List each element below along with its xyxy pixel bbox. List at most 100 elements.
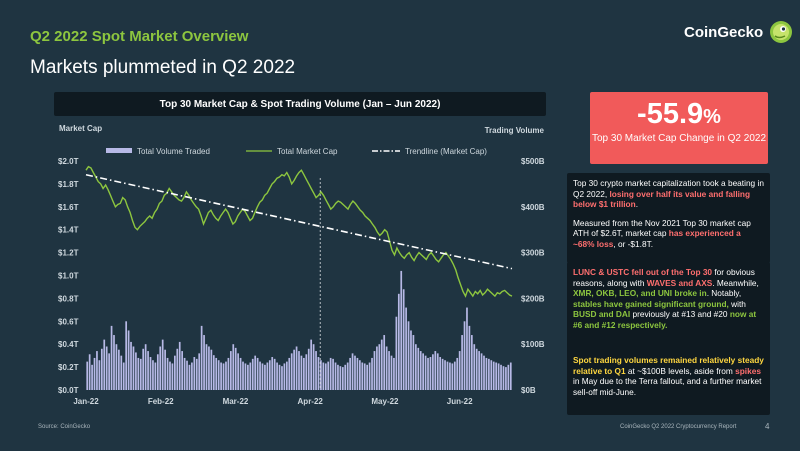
volume-bar xyxy=(337,364,339,390)
volume-bar xyxy=(188,364,191,390)
volume-bar xyxy=(371,357,373,390)
volume-bar xyxy=(193,357,196,390)
volume-bar xyxy=(227,357,230,390)
volume-bar xyxy=(234,347,237,390)
y-right-axis-title: Trading Volume xyxy=(485,126,545,135)
volume-bar xyxy=(488,358,490,390)
volume-bar xyxy=(378,344,381,390)
y-left-tick-label: $0.6T xyxy=(58,317,79,326)
y-left-tick-label: $1.8T xyxy=(58,180,79,189)
market-cap-change-value: -55.9% xyxy=(590,98,768,133)
volume-bar xyxy=(466,307,468,390)
x-tick-label: Jan-22 xyxy=(73,397,99,406)
volume-bar xyxy=(144,344,147,390)
volume-bar xyxy=(139,358,142,390)
y-left-tick-label: $0.8T xyxy=(58,294,79,303)
section-title: Q2 2022 Spot Market Overview xyxy=(30,28,249,45)
volume-bar xyxy=(273,358,276,390)
volume-bar xyxy=(86,361,89,390)
volume-bar xyxy=(444,360,446,390)
volume-bar xyxy=(451,363,454,390)
volume-bar xyxy=(105,346,108,390)
logo-text: CoinGecko xyxy=(684,23,764,41)
chart-title: Top 30 Market Cap & Spot Trading Volume … xyxy=(54,92,546,116)
market-cap-change-caption: Top 30 Market Cap Change in Q2 2022 xyxy=(592,133,766,144)
volume-bar xyxy=(424,355,427,390)
volume-bar xyxy=(422,353,425,390)
legend-label-market-cap: Total Market Cap xyxy=(277,147,338,156)
headline: Markets plummeted in Q2 2022 xyxy=(30,57,296,78)
volume-bar xyxy=(288,357,291,390)
note-highlight: BUSD and DAI xyxy=(573,309,631,320)
volume-bar xyxy=(242,361,244,390)
volume-bar xyxy=(490,360,493,390)
note-highlight: Spot trading volumes remained relatively… xyxy=(573,355,764,376)
volume-bar xyxy=(278,364,281,390)
volume-bar xyxy=(186,360,188,390)
volume-bar xyxy=(88,354,91,390)
volume-bar xyxy=(441,358,444,390)
volume-bar xyxy=(261,363,264,390)
volume-bar xyxy=(303,357,305,390)
volume-bar xyxy=(239,357,242,390)
volume-bar xyxy=(281,366,283,390)
volume-bars xyxy=(86,270,512,390)
volume-bar xyxy=(154,362,157,390)
volume-bar xyxy=(222,363,225,390)
volume-bar xyxy=(359,360,361,390)
volume-bar xyxy=(130,341,132,390)
volume-bar xyxy=(310,339,313,390)
y-left-axis: $0.0T $0.2T $0.4T $0.6T $0.8T $1.0T $1.2T $1.4T… xyxy=(58,157,79,395)
footer-report: CoinGecko Q2 2022 Cryptocurrency Report xyxy=(620,424,737,430)
note-text: . xyxy=(635,199,639,210)
volume-bar xyxy=(436,353,439,390)
volume-bar xyxy=(485,357,488,390)
page-number: 4 xyxy=(765,422,770,431)
volume-bar xyxy=(468,325,471,390)
note-text: for obvious reasons, along with xyxy=(573,267,755,288)
volume-bar xyxy=(397,293,400,390)
volume-bar xyxy=(225,361,227,390)
volume-bar xyxy=(152,360,154,390)
volume-bar xyxy=(208,346,210,390)
volume-bar xyxy=(380,339,383,390)
legend-swatch-volume xyxy=(106,148,132,153)
volume-bar xyxy=(147,351,149,390)
volume-bar xyxy=(156,354,159,390)
volume-bar xyxy=(410,330,412,390)
market-cap-change-card: -55.9% Top 30 Market Cap Change in Q2 20… xyxy=(590,92,768,164)
note-text: Top 30 crypto market capitalization took… xyxy=(573,178,764,199)
volume-bar xyxy=(203,335,205,390)
volume-bar xyxy=(405,307,407,390)
volume-bar xyxy=(458,351,461,390)
volume-bar xyxy=(509,362,512,390)
y-left-tick-label: $1.0T xyxy=(58,272,79,281)
volume-bar xyxy=(264,364,266,390)
volume-bar xyxy=(215,357,218,390)
y-right-tick-label: $100B xyxy=(521,340,545,349)
note-text: . Meanwhile, xyxy=(712,277,759,288)
volume-bar xyxy=(368,362,371,390)
volume-bar xyxy=(220,362,222,390)
volume-bar xyxy=(195,358,198,390)
volume-bar xyxy=(178,341,181,390)
volume-bar xyxy=(334,362,337,390)
note-trading-volume: Spot trading volumes remained relatively… xyxy=(567,350,770,415)
volume-bar xyxy=(293,349,295,390)
volume-bar xyxy=(113,335,115,390)
x-tick-label: Mar-22 xyxy=(223,397,249,406)
volume-bar xyxy=(247,364,249,390)
volume-bar xyxy=(432,354,434,390)
x-tick-label: May-22 xyxy=(371,397,399,406)
volume-bar xyxy=(254,355,257,390)
volume-bar xyxy=(385,346,388,390)
volume-bar xyxy=(295,346,298,390)
volume-bar xyxy=(251,358,254,390)
volume-bar xyxy=(183,357,186,390)
volume-bar xyxy=(351,353,354,390)
x-axis: Jan-22 Feb-22 Mar-22 Apr-22 May-22 Jun-22 xyxy=(73,397,473,406)
volume-bar xyxy=(166,357,169,390)
x-tick-label: Feb-22 xyxy=(148,397,174,406)
volume-bar xyxy=(305,354,308,390)
note-market-cap: Top 30 crypto market capitalization took… xyxy=(567,173,770,263)
